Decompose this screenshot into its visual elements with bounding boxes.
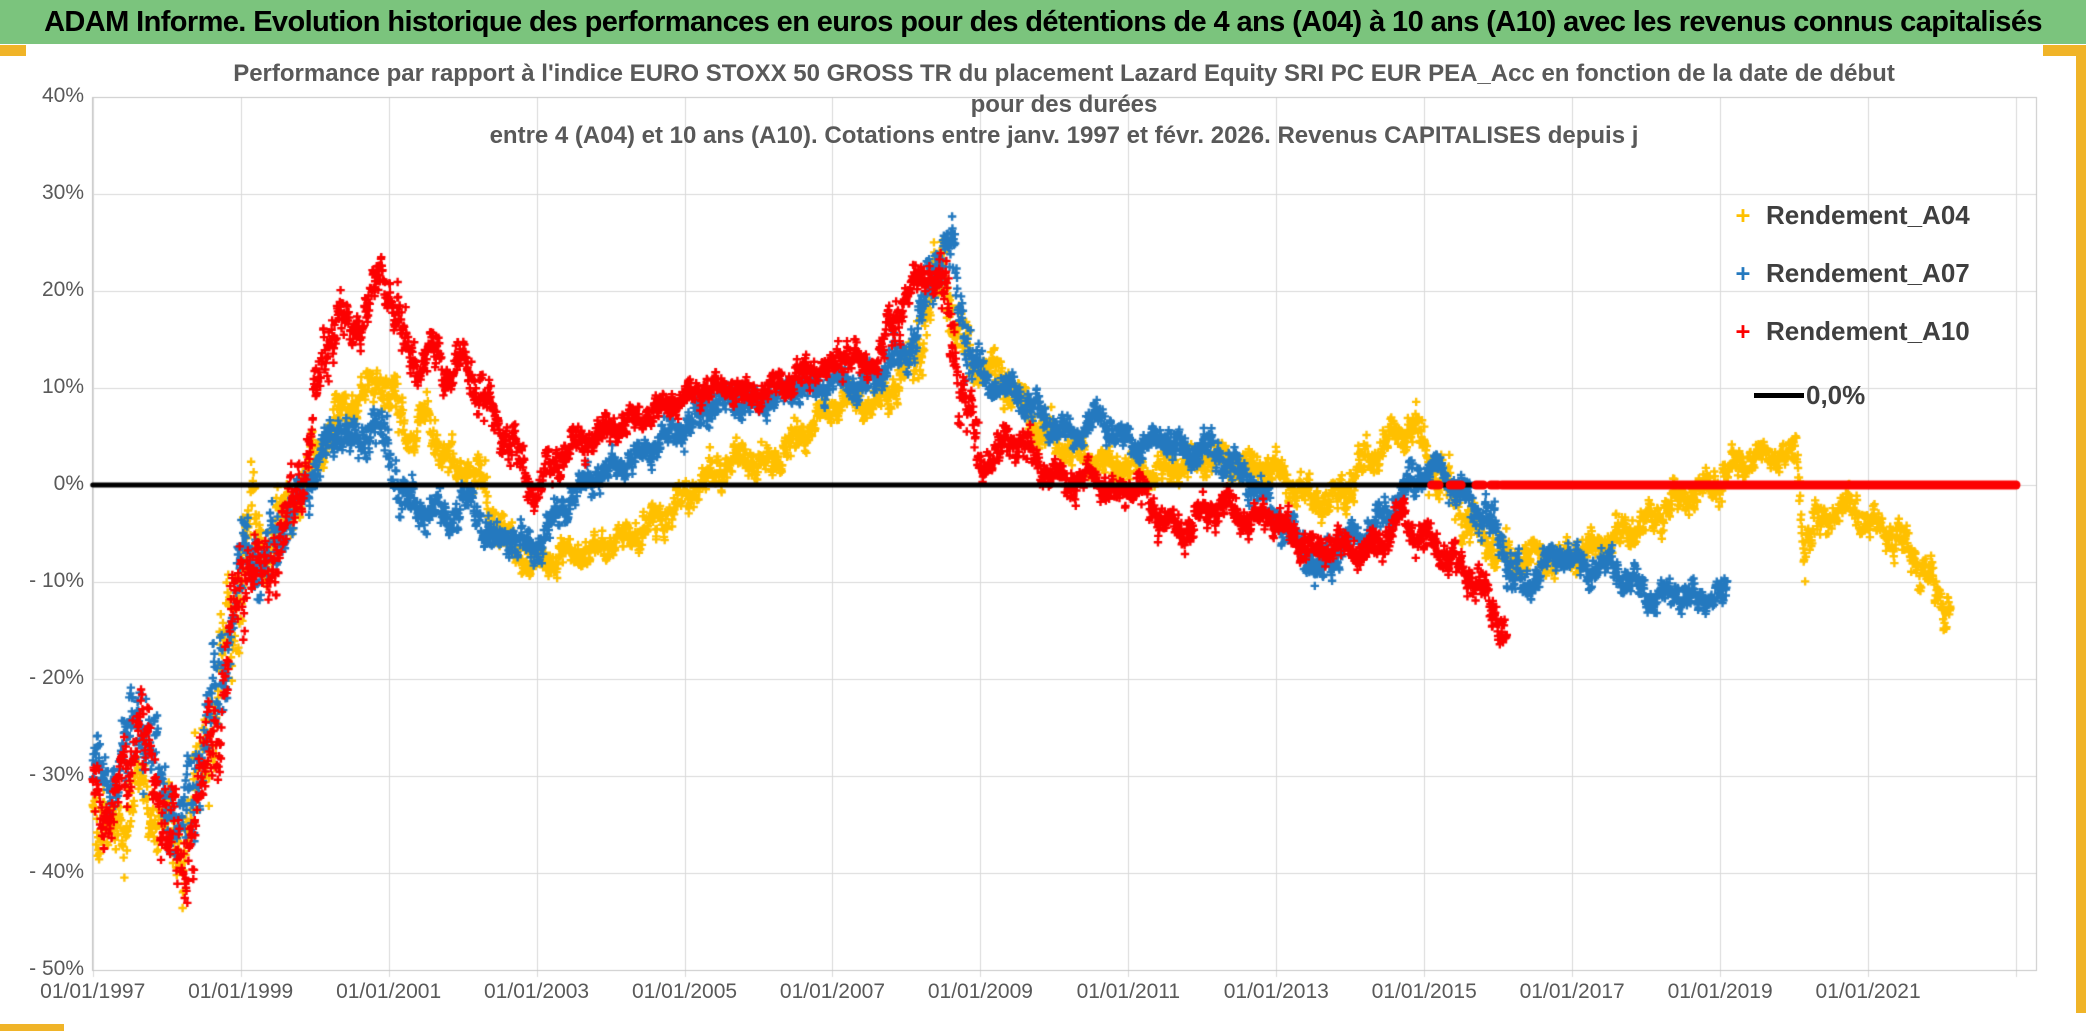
x-axis-label: 01/01/2003 xyxy=(484,980,590,1003)
x-axis-label: 01/01/2005 xyxy=(631,980,738,1003)
gold-accent-right-bar xyxy=(2076,56,2086,1013)
x-axis-label: 01/01/2007 xyxy=(779,980,885,1003)
chart-title-line-3: entre 4 (A04) et 10 ans (A10). Cotations… xyxy=(489,122,1639,149)
x-axis-label: 01/01/2017 xyxy=(1519,980,1625,1003)
x-axis-label: 01/01/2011 xyxy=(1076,980,1181,1003)
y-axis-label: 40% xyxy=(41,84,84,107)
plus-marker-icon: + xyxy=(1735,259,1751,287)
zero-line-swatch xyxy=(1754,392,1804,398)
chart-title: Performance par rapport à l'indice EURO … xyxy=(92,58,2036,151)
y-axis-label: - 10% xyxy=(29,569,84,592)
x-axis-label: 01/01/1997 xyxy=(40,980,146,1003)
legend-label: Rendement_A10 xyxy=(1766,315,1970,346)
x-axis-label: 01/01/2015 xyxy=(1371,980,1477,1003)
header-title: ADAM Informe. Evolution historique des p… xyxy=(44,5,2042,38)
legend-label: Rendement_A04 xyxy=(1766,199,1970,230)
legend-item-rendement-a07[interactable]: + Rendement_A07 xyxy=(1720,253,1970,293)
gold-accent-top-right xyxy=(2043,45,2086,56)
gold-accent-left xyxy=(0,45,26,56)
header-banner: ADAM Informe. Evolution historique des p… xyxy=(0,0,2086,44)
legend-item-zero-line[interactable]: 0,0% xyxy=(1720,375,1865,415)
x-axis-label: 01/01/2021 xyxy=(1815,980,1921,1003)
y-axis-label: - 20% xyxy=(29,666,84,689)
legend-label: Rendement_A07 xyxy=(1766,257,1970,288)
x-axis-label: 01/01/2019 xyxy=(1667,980,1773,1003)
x-axis-label: 01/01/2001 xyxy=(336,980,442,1003)
chart-title-line-1: Performance par rapport à l'indice EURO … xyxy=(233,60,1895,87)
legend-item-rendement-a04[interactable]: + Rendement_A04 xyxy=(1720,195,1970,235)
plus-marker-icon: + xyxy=(1735,201,1751,229)
y-axis-label: 30% xyxy=(41,181,84,204)
y-axis-label: - 50% xyxy=(29,957,84,980)
y-axis-label: - 30% xyxy=(29,763,84,786)
y-axis-label: - 40% xyxy=(29,860,84,883)
gold-accent-bottom xyxy=(0,1024,64,1031)
x-axis-label: 01/01/2013 xyxy=(1223,980,1329,1003)
y-axis-label: 20% xyxy=(41,278,84,301)
y-axis-label: 0% xyxy=(53,472,84,495)
plus-marker-icon: + xyxy=(1735,317,1751,345)
chart-title-line-2: pour des durées xyxy=(970,91,1158,118)
legend-item-rendement-a10[interactable]: + Rendement_A10 xyxy=(1720,311,1970,351)
x-axis-label: 01/01/1999 xyxy=(188,980,294,1003)
x-axis-label: 01/01/2009 xyxy=(927,980,1033,1003)
legend-label: 0,0% xyxy=(1806,379,1866,410)
y-axis-label: 10% xyxy=(41,375,84,398)
